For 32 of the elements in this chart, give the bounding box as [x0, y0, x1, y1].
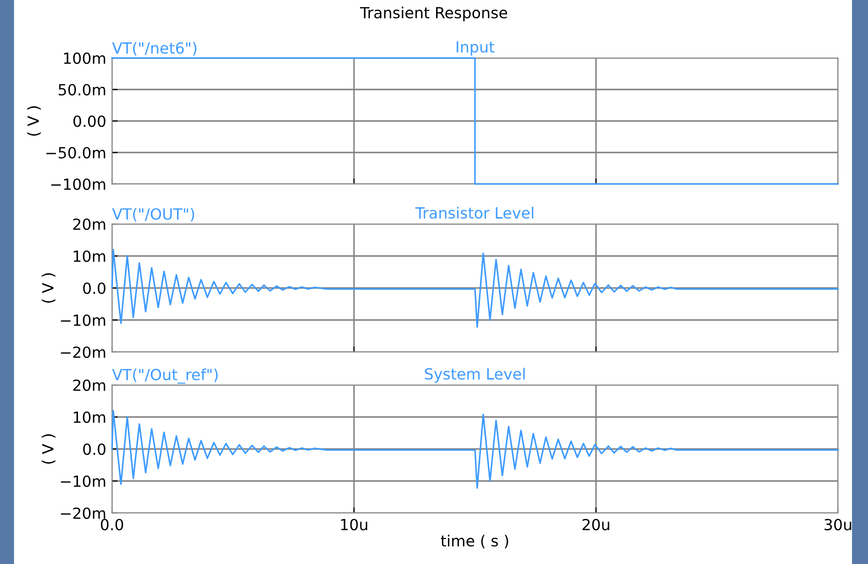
chart-title: System Level [424, 368, 525, 383]
line-series [111, 248, 839, 328]
x-tick-label: 10u [341, 518, 368, 530]
x-tick-label: 30u [824, 518, 852, 530]
y-tick-label: −50.0m [46, 146, 106, 159]
y-tick-label: −20m [60, 346, 106, 358]
y-tick-label: 0.00 [73, 115, 106, 128]
text: Transient Response [360, 6, 508, 22]
series-label: VT("/OUT") [112, 208, 194, 222]
chart-title: Input [456, 41, 494, 56]
y-tick-label: 20m [73, 218, 106, 230]
series-label: VT("/Out_ref") [112, 368, 218, 384]
y-axis-title: ( V ) [42, 273, 56, 303]
y-tick-label: −10m [60, 475, 106, 488]
y-tick-label: 10m [74, 250, 106, 262]
y-tick-label: −10m [60, 314, 106, 326]
y-tick-label: 50.0m [58, 84, 106, 96]
y-tick-label: 0.0 [83, 443, 106, 456]
x-tick-label: 0.0 [100, 518, 124, 530]
y-tick-label: −100m [51, 178, 106, 190]
series-label: VT("/net6") [112, 42, 196, 56]
x-tick-label: 20u [582, 518, 610, 530]
chart-title: Transistor Level [415, 206, 534, 219]
y-tick-label: 10m [74, 411, 106, 424]
y-tick-label: 20m [73, 379, 106, 392]
y-axis-title: ( V ) [42, 434, 56, 464]
y-tick-label: −20m [60, 507, 106, 520]
y-tick-label: 100m [64, 52, 106, 64]
y-axis-title: ( V ) [27, 106, 41, 136]
y-tick-label: 0.0 [83, 282, 106, 294]
x-axis-title: time ( s ) [440, 534, 508, 548]
line-series [111, 410, 839, 489]
